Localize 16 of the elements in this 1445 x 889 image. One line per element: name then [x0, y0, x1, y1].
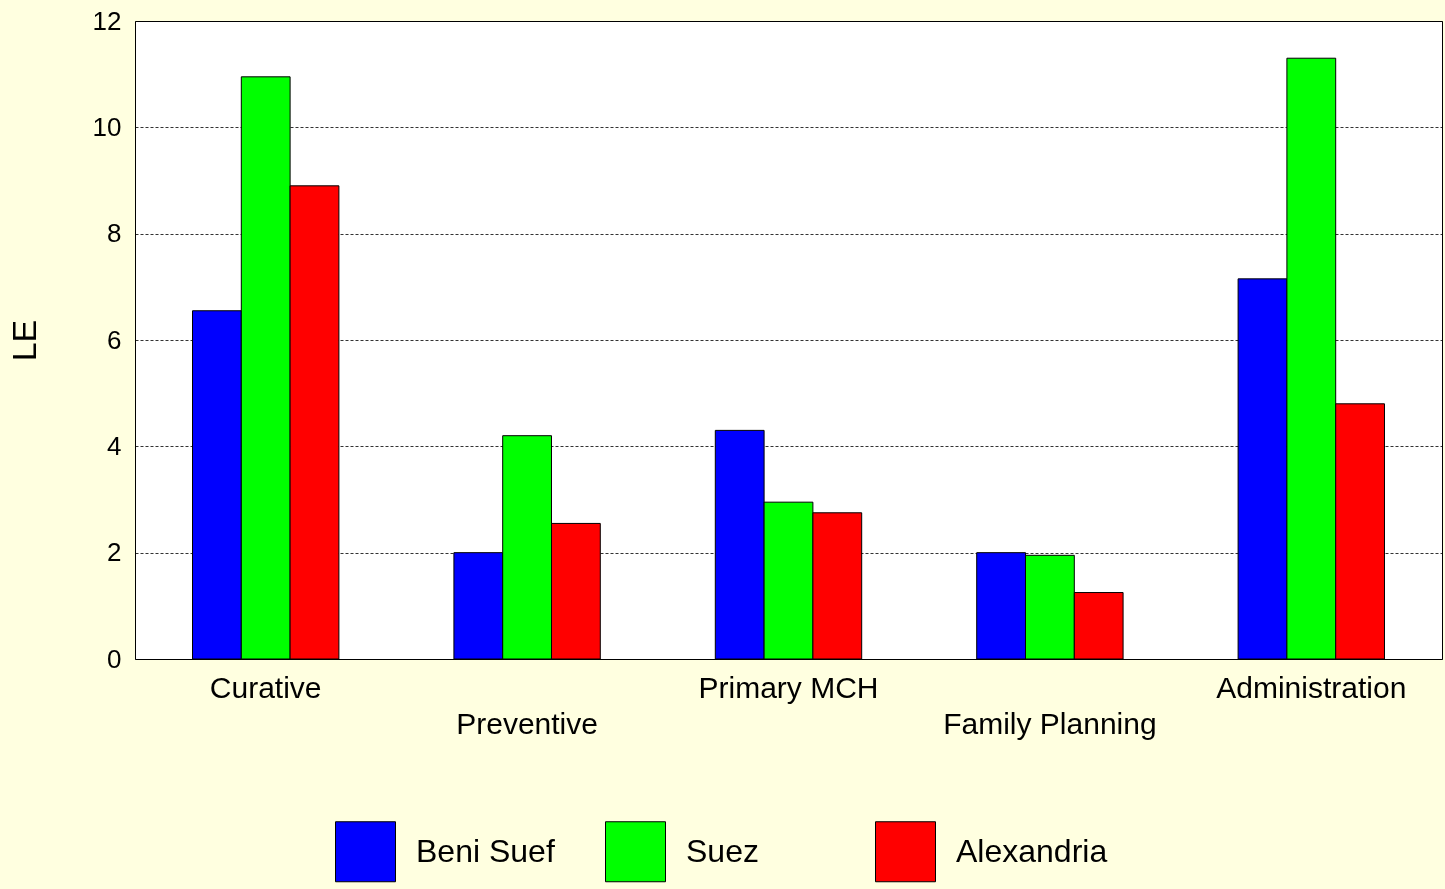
x-tick-label: Primary MCH [698, 670, 879, 704]
y-tick-label: 10 [92, 111, 122, 142]
x-tick-label: Administration [1216, 670, 1407, 704]
x-tick-label: Curative [209, 670, 322, 704]
y-tick-label: 8 [107, 218, 122, 249]
y-tick-label: 12 [92, 5, 122, 36]
legend-label: Suez [686, 832, 759, 869]
y-tick-label: 2 [107, 537, 122, 568]
y-tick-label: 6 [107, 324, 122, 355]
y-tick-label: 0 [107, 643, 122, 674]
legend-label: Beni Suef [416, 832, 555, 869]
y-tick-label: 4 [107, 430, 122, 461]
x-tick-label: Preventive [456, 706, 598, 740]
legend-label: Alexandria [956, 832, 1108, 869]
y-axis-title: LE [4, 319, 43, 362]
x-tick-label: Family Planning [943, 706, 1157, 740]
